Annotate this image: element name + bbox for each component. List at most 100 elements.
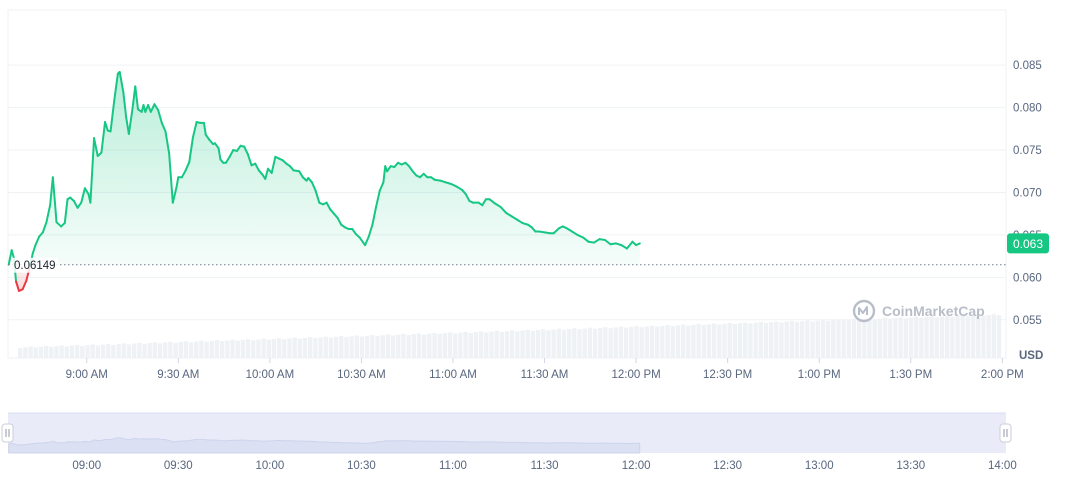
- volume-bar: [204, 341, 209, 358]
- y-tick-label: 0.070: [1013, 187, 1042, 199]
- price-line-segment: [175, 176, 180, 189]
- y-tick-label: 0.060: [1013, 272, 1042, 284]
- volume-bar: [126, 344, 132, 358]
- volume-bar: [603, 327, 608, 358]
- volume-bar: [686, 325, 691, 358]
- volume-bar: [877, 318, 883, 358]
- volume-bar: [655, 326, 660, 358]
- price-line-segment: [15, 280, 20, 292]
- range-navigator[interactable]: [1, 412, 1012, 454]
- volume-bar: [629, 326, 634, 358]
- price-line-segment: [351, 227, 357, 236]
- volume-bar: [209, 340, 214, 358]
- navigator-tick-label: 09:30: [164, 460, 193, 472]
- volume-bar: [494, 330, 499, 358]
- price-line-segment: [217, 147, 222, 161]
- x-tick-label: 11:00 AM: [429, 369, 477, 381]
- price-line-segment: [510, 215, 519, 221]
- price-line-segment: [204, 133, 211, 141]
- price-line-segment: [505, 211, 513, 218]
- volume-bar: [385, 334, 391, 358]
- price-line-segment: [160, 121, 167, 133]
- x-tick-label: 12:30 PM: [703, 369, 752, 381]
- volume-bar: [240, 339, 246, 358]
- price-line-segment: [157, 109, 163, 124]
- navigator-left-handle[interactable]: [1, 423, 14, 443]
- price-line-segment: [31, 244, 37, 255]
- volume-bar: [168, 341, 173, 358]
- navigator-tick-label: 14:00: [988, 460, 1017, 472]
- volume-bar: [706, 324, 712, 358]
- price-line-segment: [51, 176, 58, 224]
- volume-bar: [711, 323, 717, 358]
- y-tick-label: 0.075: [1013, 145, 1042, 157]
- navigator-right-handle[interactable]: [999, 423, 1012, 443]
- volume-bar: [80, 345, 85, 358]
- volume-bar: [478, 331, 484, 358]
- x-axis: 9:00 AM 9:30 AM 10:00 AM 10:30 AM 11:00 AM 11…: [66, 358, 1024, 381]
- volume-bar: [608, 328, 613, 358]
- volume-bar: [510, 330, 515, 358]
- volume-bar: [598, 327, 603, 358]
- volume-bar: [893, 318, 898, 358]
- volume-bar: [106, 343, 111, 358]
- volume-bar: [913, 316, 919, 358]
- volume-bar: [28, 346, 33, 358]
- volume-bar: [313, 338, 318, 358]
- navigator-tick-label: 11:30: [531, 460, 559, 472]
- volume-bar: [867, 318, 872, 358]
- price-line-segment: [371, 205, 378, 226]
- volume-bar: [245, 339, 251, 358]
- volume-bar: [121, 343, 126, 358]
- price-line-segment: [254, 162, 260, 172]
- volume-bar: [447, 332, 453, 358]
- volume-bar: [965, 316, 971, 358]
- price-line-segment: [375, 189, 381, 208]
- price-line-segment: [224, 155, 231, 164]
- navigator-tick-label: 10:00: [255, 460, 284, 472]
- volume-bar: [183, 341, 189, 358]
- price-line-segment: [118, 70, 125, 94]
- volume-bar: [950, 316, 955, 358]
- price-line-segment: [243, 145, 249, 156]
- volume-bar: [898, 317, 903, 358]
- volume-bar: [266, 339, 271, 358]
- volume-bar: [85, 345, 90, 358]
- price-line-segment: [382, 165, 387, 184]
- price-line-segment: [481, 198, 487, 207]
- navigator-tick-label: 12:00: [622, 460, 651, 472]
- volume-bar: [188, 342, 194, 358]
- price-line-segment: [83, 187, 90, 196]
- price-line-segment: [113, 72, 119, 102]
- volume-bar: [768, 322, 774, 358]
- price-line-segment: [109, 99, 116, 133]
- volume-bar: [727, 323, 732, 358]
- volume-bar: [111, 344, 116, 358]
- y-tick-label: 0.055: [1013, 315, 1042, 327]
- volume-bar: [178, 342, 183, 358]
- volume-bar: [774, 321, 779, 358]
- volume-bar: [163, 342, 168, 358]
- volume-bar: [722, 323, 727, 358]
- volume-bar: [390, 335, 396, 358]
- volume-bar: [981, 315, 986, 358]
- price-line-segment: [168, 152, 174, 204]
- coinmarketcap-logo-icon: [852, 299, 876, 323]
- x-tick-label: 2:00 PM: [981, 369, 1024, 381]
- price-line-segment: [213, 142, 220, 150]
- volume-bar: [525, 329, 530, 358]
- volume-bar: [577, 329, 582, 358]
- volume-bar: [308, 337, 313, 358]
- volume-bar: [194, 341, 199, 358]
- volume-bar: [375, 336, 380, 358]
- price-line-segment: [134, 85, 140, 111]
- price-line-segment: [576, 233, 584, 239]
- volume-bar: [69, 345, 75, 358]
- volume-bar: [230, 339, 235, 358]
- current-price-tag: 0.063: [1007, 233, 1049, 254]
- volume-bar: [566, 328, 572, 358]
- volume-bars: [18, 314, 1002, 358]
- volume-bar: [116, 344, 121, 358]
- volume-bar: [380, 335, 385, 358]
